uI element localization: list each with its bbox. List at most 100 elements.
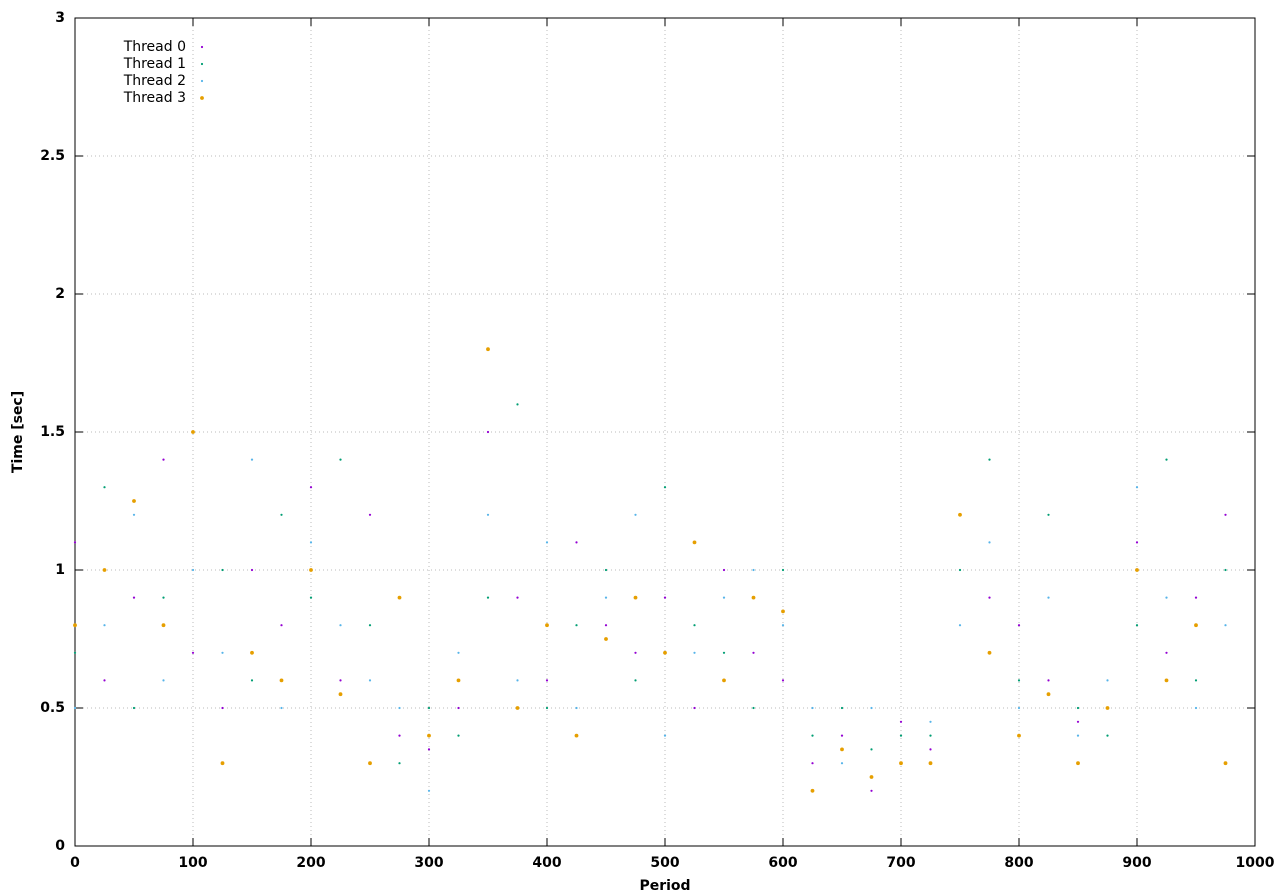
point xyxy=(663,596,667,599)
point xyxy=(309,541,313,544)
x-tick-label: 700 xyxy=(886,855,915,871)
point xyxy=(516,679,519,682)
point xyxy=(870,706,873,710)
point xyxy=(162,458,165,461)
point xyxy=(1224,513,1227,516)
point xyxy=(368,624,372,627)
point xyxy=(958,624,962,627)
point xyxy=(456,678,461,683)
point xyxy=(309,596,313,599)
point xyxy=(693,706,696,710)
point xyxy=(811,706,814,710)
point xyxy=(1165,596,1168,599)
point xyxy=(929,734,932,737)
point xyxy=(1194,706,1198,710)
point xyxy=(338,692,343,697)
point xyxy=(515,706,520,710)
point xyxy=(486,430,490,434)
point xyxy=(811,734,814,737)
point xyxy=(1017,624,1021,627)
point xyxy=(368,761,372,766)
point xyxy=(1046,692,1051,697)
y-tick-label: 2 xyxy=(55,286,65,302)
point xyxy=(103,486,106,489)
point xyxy=(339,458,342,461)
point xyxy=(781,679,785,682)
point xyxy=(870,748,873,751)
point xyxy=(398,762,401,765)
y-tick-label: 0 xyxy=(55,838,65,854)
point xyxy=(810,788,815,793)
point xyxy=(280,706,283,710)
point xyxy=(1135,624,1139,627)
point xyxy=(368,679,372,682)
point xyxy=(427,748,431,751)
legend-marker xyxy=(200,45,204,49)
y-tick-label: 1.5 xyxy=(40,424,65,440)
point xyxy=(516,596,519,599)
point xyxy=(1135,486,1139,489)
point xyxy=(722,651,726,654)
point xyxy=(250,650,254,655)
point xyxy=(339,679,342,682)
point xyxy=(722,678,726,683)
point xyxy=(633,595,638,600)
point xyxy=(988,596,991,599)
point xyxy=(1076,761,1080,766)
point xyxy=(1164,678,1169,683)
point xyxy=(693,624,696,627)
x-tick-label: 900 xyxy=(1122,855,1151,871)
point xyxy=(486,513,490,516)
legend-label: Thread 0 xyxy=(123,39,186,55)
point xyxy=(1076,706,1080,710)
point xyxy=(988,458,991,461)
point xyxy=(958,512,962,517)
x-tick-label: 0 xyxy=(70,855,80,871)
point xyxy=(1017,733,1021,738)
point xyxy=(752,651,755,654)
point xyxy=(1165,651,1168,654)
point xyxy=(103,679,106,682)
point xyxy=(221,706,224,710)
point xyxy=(221,568,224,572)
point xyxy=(663,650,667,655)
point xyxy=(457,651,460,654)
point xyxy=(1194,623,1198,628)
point xyxy=(73,651,77,654)
point xyxy=(73,623,77,628)
point xyxy=(634,679,637,682)
point xyxy=(781,624,785,627)
point xyxy=(722,568,726,572)
point xyxy=(928,761,933,766)
legend-label: Thread 3 xyxy=(123,90,186,106)
point xyxy=(220,761,225,766)
legend-label: Thread 2 xyxy=(123,73,186,89)
point xyxy=(545,679,549,682)
point xyxy=(693,651,696,654)
point xyxy=(1165,458,1168,461)
legend-label: Thread 1 xyxy=(123,56,186,72)
x-tick-label: 400 xyxy=(532,855,561,871)
point xyxy=(1135,568,1139,572)
point xyxy=(1135,541,1139,544)
plot-frame xyxy=(74,17,1256,847)
point xyxy=(162,679,165,682)
point xyxy=(781,609,785,614)
point xyxy=(162,596,165,599)
x-tick-label: 100 xyxy=(178,855,207,871)
point xyxy=(899,734,903,737)
point xyxy=(574,733,579,738)
point xyxy=(1017,706,1021,710)
y-tick-label: 2.5 xyxy=(40,148,65,164)
point xyxy=(250,568,254,572)
point xyxy=(132,596,136,599)
point xyxy=(73,706,77,710)
legend-marker xyxy=(200,79,204,83)
point xyxy=(634,513,637,516)
y-tick-label: 1 xyxy=(55,562,65,578)
point xyxy=(752,568,755,572)
point xyxy=(634,651,637,654)
x-tick-label: 300 xyxy=(414,855,443,871)
point xyxy=(1106,679,1109,682)
